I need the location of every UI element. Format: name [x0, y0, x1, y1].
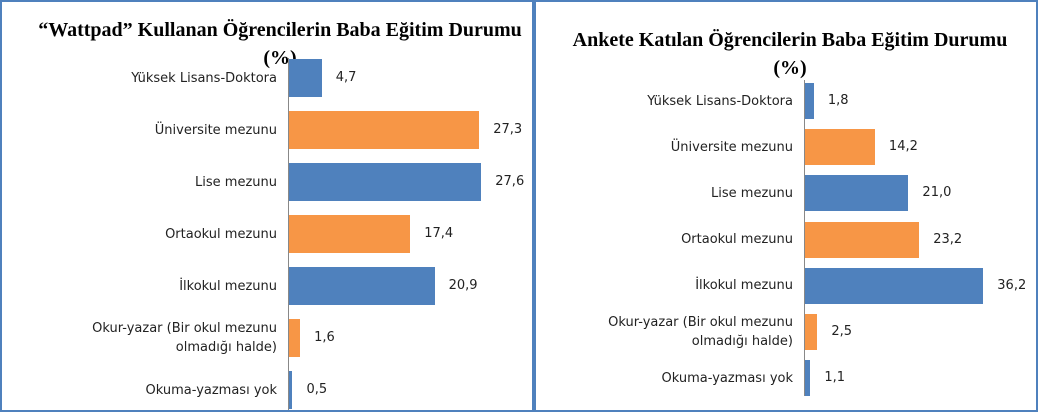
category-label: Ortaokul mezunu — [681, 232, 793, 248]
value-label: 1,8 — [827, 93, 849, 108]
bar — [805, 175, 909, 212]
value-label: 27,6 — [495, 174, 525, 189]
category-label: Ortaokul mezunu — [165, 226, 277, 242]
right-panel — [534, 0, 1038, 412]
category-label: Okuma-yazması yok — [145, 382, 278, 398]
value-label: 27,3 — [493, 122, 523, 137]
value-label: 23,2 — [933, 231, 963, 247]
value-label: 4,7 — [335, 70, 357, 85]
bar — [805, 267, 984, 304]
value-label: 0,5 — [306, 382, 328, 397]
value-label: 36,2 — [997, 277, 1027, 293]
value-label: 1,6 — [314, 330, 335, 345]
category-label: İlkokul mezunu — [179, 278, 277, 294]
bar — [289, 163, 482, 201]
bar — [805, 83, 814, 119]
value-label: 14,2 — [888, 139, 918, 155]
axis-line — [804, 80, 805, 396]
category-label: Okur-yazar (Bir okul mezunu olmadığı hal… — [608, 315, 793, 349]
value-label: 20,9 — [448, 278, 478, 293]
bar — [289, 371, 293, 409]
bar — [805, 129, 875, 166]
category-label: Lise mezunu — [195, 174, 277, 190]
bar — [289, 267, 435, 305]
category-label: Yüksek Lisans-Doktora — [131, 70, 277, 86]
category-label: İlkokul mezunu — [695, 278, 793, 294]
category-label: Okuma-yazması yok — [661, 370, 794, 386]
value-label: 1,1 — [824, 370, 846, 386]
bar — [289, 319, 301, 357]
category-label: Lise mezunu — [711, 185, 793, 201]
chart-title: Ankete Katılan Öğrencilerin Baba Eğitim … — [572, 29, 1008, 79]
category-label: Üniversite mezunu — [154, 122, 277, 138]
category-label: Üniversite mezunu — [670, 139, 793, 155]
bar — [805, 360, 811, 397]
category-label: Yüksek Lisans-Doktora — [647, 93, 793, 109]
bar — [805, 221, 920, 258]
value-label: 17,4 — [424, 226, 454, 241]
bar — [289, 59, 322, 97]
bar — [805, 314, 818, 350]
value-label: 2,5 — [831, 324, 852, 339]
category-label: Okur-yazar (Bir okul mezunu olmadığı hal… — [92, 321, 277, 355]
bar — [289, 215, 411, 253]
axis-line — [288, 58, 289, 410]
value-label: 21,0 — [922, 185, 952, 201]
left-panel — [0, 0, 534, 412]
bar — [289, 111, 480, 149]
